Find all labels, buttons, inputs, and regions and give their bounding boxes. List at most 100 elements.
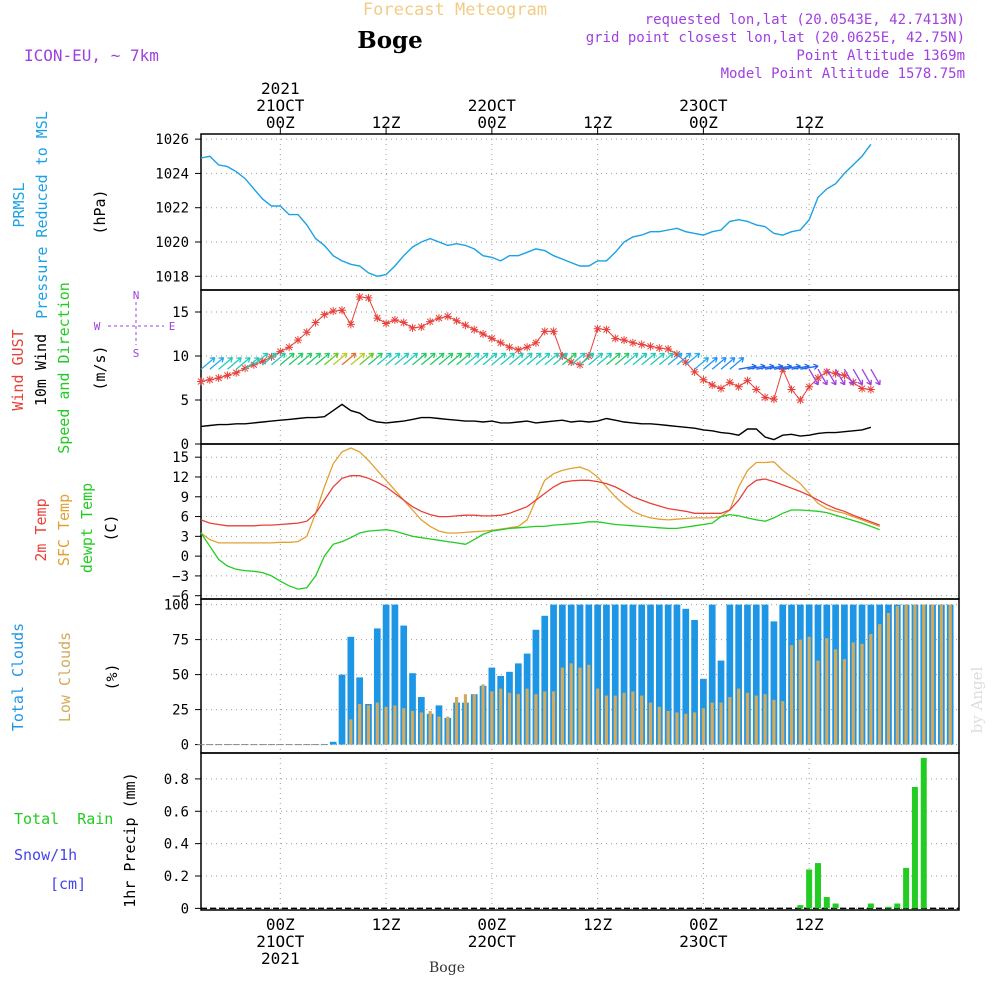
low-cloud-bar <box>446 716 450 745</box>
rain-bar <box>797 905 804 909</box>
gust-marker <box>302 328 311 337</box>
rain-bar <box>832 903 839 909</box>
wind-arrow <box>861 368 872 386</box>
total-rain-label: Total Rain <box>14 810 113 828</box>
gust-marker <box>813 374 822 382</box>
wind-unit: (m/s) <box>91 345 109 390</box>
wind-arrow <box>456 352 472 366</box>
wind-arrow <box>623 352 639 366</box>
wind-arrow <box>632 352 648 366</box>
gust-marker <box>725 378 734 387</box>
time-label-top: 22OCT <box>468 96 517 115</box>
time-label-bottom: 21OCT <box>256 932 305 951</box>
low-cloud-bar <box>402 708 406 745</box>
low-cloud-bar <box>798 639 802 745</box>
low-cloud-bar <box>772 699 776 745</box>
location-title: Boge <box>357 27 423 54</box>
gust-marker <box>434 314 443 323</box>
gust-marker <box>214 374 223 382</box>
total-cloud-bar <box>691 620 698 745</box>
total-clouds-label: Total Clouds <box>9 623 27 731</box>
panel-frame <box>200 752 960 911</box>
low-cloud-bar <box>358 704 362 745</box>
wind-arrow <box>650 352 665 366</box>
ytick-label: 5 <box>181 393 189 409</box>
gust-marker <box>205 375 214 384</box>
compass-rose: N S W E <box>94 289 176 360</box>
compass-south: S <box>133 347 140 360</box>
wind-arrow <box>606 352 621 366</box>
low-cloud-bar <box>516 694 520 745</box>
time-label-top: 21OCT <box>256 96 305 115</box>
low-cloud-bar <box>851 642 855 745</box>
low-cloud-bar <box>834 649 838 745</box>
sfc-temp-line <box>200 447 880 544</box>
gust-marker <box>241 364 250 373</box>
ytick-label: 25 <box>172 703 189 719</box>
wind-arrow <box>465 352 480 366</box>
low-cloud-bar <box>551 691 556 745</box>
wind-arrow <box>218 356 234 370</box>
gust-marker <box>505 343 514 352</box>
ytick-label: 1018 <box>155 269 189 285</box>
wind-arrow <box>376 352 392 366</box>
total-cloud-bar <box>603 604 610 745</box>
ytick-label: −3 <box>172 569 189 585</box>
low-cloud-bar <box>692 712 697 745</box>
ytick-label: −6 <box>172 589 189 605</box>
gust-marker <box>223 371 232 380</box>
wind-arrow <box>535 352 551 366</box>
total-cloud-bar <box>532 629 540 745</box>
panel-4: 0 25 50 75 100 <box>164 598 960 754</box>
ytick-label: 0.4 <box>164 837 189 853</box>
low-cloud-bar <box>781 701 785 745</box>
low-cloud-bar <box>375 702 379 745</box>
total-cloud-bar <box>329 741 337 745</box>
temp-unit: (C) <box>102 514 120 541</box>
wind-arrow <box>288 352 304 366</box>
low-cloud-bar <box>622 692 626 745</box>
time-label-bottom: 2021 <box>261 949 300 968</box>
gust-marker <box>664 344 673 353</box>
total-cloud-bar <box>726 604 734 745</box>
gust-marker <box>258 357 267 366</box>
snow-unit: [cm] <box>50 875 86 893</box>
wind-arrow <box>200 356 216 370</box>
wind-arrow <box>579 352 595 366</box>
gust-marker <box>831 369 840 378</box>
ytick-label: 1026 <box>155 132 189 148</box>
low-cloud-bar <box>463 694 468 745</box>
gust-marker <box>690 367 699 376</box>
low-cloud-bar <box>763 694 767 745</box>
low-cloud-bar <box>596 688 600 745</box>
time-label-bottom: 00Z <box>477 915 506 934</box>
low-cloud-bar <box>701 708 705 745</box>
model-label: ICON-EU, ~ 7km <box>24 46 159 65</box>
low-clouds-label: Low Clouds <box>56 632 74 722</box>
low-cloud-bar <box>640 695 644 745</box>
total-cloud-bar <box>744 604 751 745</box>
total-cloud-bar <box>638 604 646 745</box>
gust-marker <box>197 377 205 386</box>
total-cloud-bar <box>400 625 408 745</box>
grid-point-coords: grid point closest lon,lat (20.0625E, 42… <box>586 30 965 46</box>
low-cloud-bar <box>842 659 847 745</box>
low-cloud-bar <box>789 645 794 745</box>
wind-arrow <box>262 352 278 366</box>
low-cloud-bar <box>878 624 882 745</box>
gust-marker <box>417 322 426 331</box>
gust-marker <box>232 368 241 377</box>
low-cloud-bar <box>578 667 582 745</box>
low-cloud-bar <box>648 702 653 745</box>
gust-marker <box>699 375 708 384</box>
wind-arrow <box>394 352 410 366</box>
low-cloud-bar <box>455 697 459 745</box>
temp-labels: 2m Temp SFC Temp dewpt Temp (C) <box>32 483 120 573</box>
ytick-label: 75 <box>172 633 189 649</box>
ytick-label: 0 <box>181 901 189 917</box>
wind-arrow <box>658 352 674 366</box>
gust-marker <box>743 376 752 385</box>
wind-arrow <box>271 352 286 366</box>
wind-arrow <box>350 352 366 366</box>
